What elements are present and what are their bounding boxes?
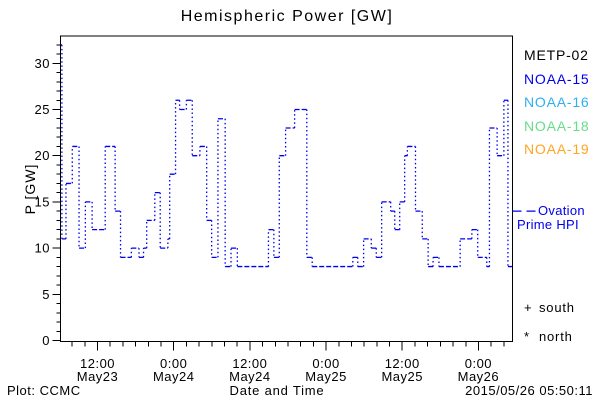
svg-text:May24: May24 — [153, 369, 195, 384]
north-marker-legend: * north — [524, 329, 573, 344]
ovation-label-line2: Prime HPI — [517, 217, 579, 232]
svg-text:May24: May24 — [229, 369, 271, 384]
plot-credit: Plot: CCMC — [7, 383, 81, 398]
legend-entry-noaa19: NOAA-19 — [524, 141, 590, 157]
svg-text:12:00: 12:00 — [80, 356, 115, 371]
svg-text:5: 5 — [42, 287, 50, 302]
svg-text:12:00: 12:00 — [232, 356, 267, 371]
chart-title: Hemispheric Power [GW] — [180, 8, 394, 25]
south-marker-label: south — [539, 300, 575, 315]
y-axis-label: P [GW] — [22, 163, 38, 215]
legend-entry-noaa15: NOAA-15 — [524, 70, 590, 87]
satellite-legend: METP-02 NOAA-15 NOAA-16 NOAA-18 NOAA-19 — [524, 44, 590, 162]
legend-entry-metp02: METP-02 — [524, 47, 589, 63]
north-marker-label: north — [539, 329, 573, 344]
asterisk-marker-icon: * — [524, 329, 530, 344]
x-axis-title: Date and Time — [229, 383, 325, 398]
svg-text:May25: May25 — [381, 369, 423, 384]
svg-text:0: 0 — [42, 333, 50, 348]
svg-text:0:00: 0:00 — [312, 356, 339, 371]
svg-text:15: 15 — [35, 194, 50, 209]
svg-text:May26: May26 — [458, 369, 500, 384]
svg-text:12:00: 12:00 — [385, 356, 420, 371]
ovation-prime-hpi-label: Ovation Prime HPI — [512, 204, 600, 231]
svg-text:10: 10 — [35, 241, 50, 256]
svg-text:May25: May25 — [305, 369, 347, 384]
plus-marker-icon: + — [524, 300, 533, 315]
legend-entry-noaa18: NOAA-18 — [524, 117, 590, 134]
ovation-label-line1: Ovation — [538, 203, 585, 218]
svg-text:30: 30 — [35, 56, 50, 71]
svg-text:20: 20 — [35, 148, 50, 163]
svg-text:0:00: 0:00 — [160, 356, 187, 371]
plot-timestamp: 2015/05/26 05:50:11 — [465, 383, 593, 398]
svg-text:25: 25 — [35, 102, 50, 117]
legend-entry-noaa16: NOAA-16 — [524, 94, 590, 110]
svg-text:0:00: 0:00 — [465, 356, 492, 371]
svg-text:May23: May23 — [77, 369, 119, 384]
south-marker-legend: + south — [524, 300, 575, 315]
